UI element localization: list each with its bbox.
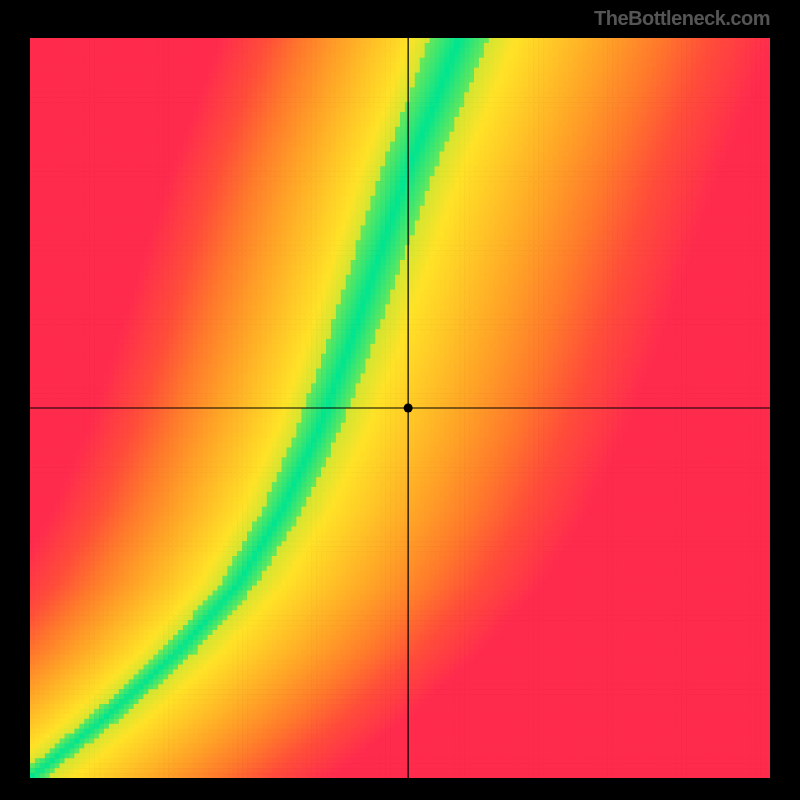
heatmap-plot <box>30 38 770 778</box>
chart-container: TheBottleneck.com <box>0 0 800 800</box>
heatmap-canvas <box>30 38 770 778</box>
watermark-text: TheBottleneck.com <box>594 8 770 31</box>
